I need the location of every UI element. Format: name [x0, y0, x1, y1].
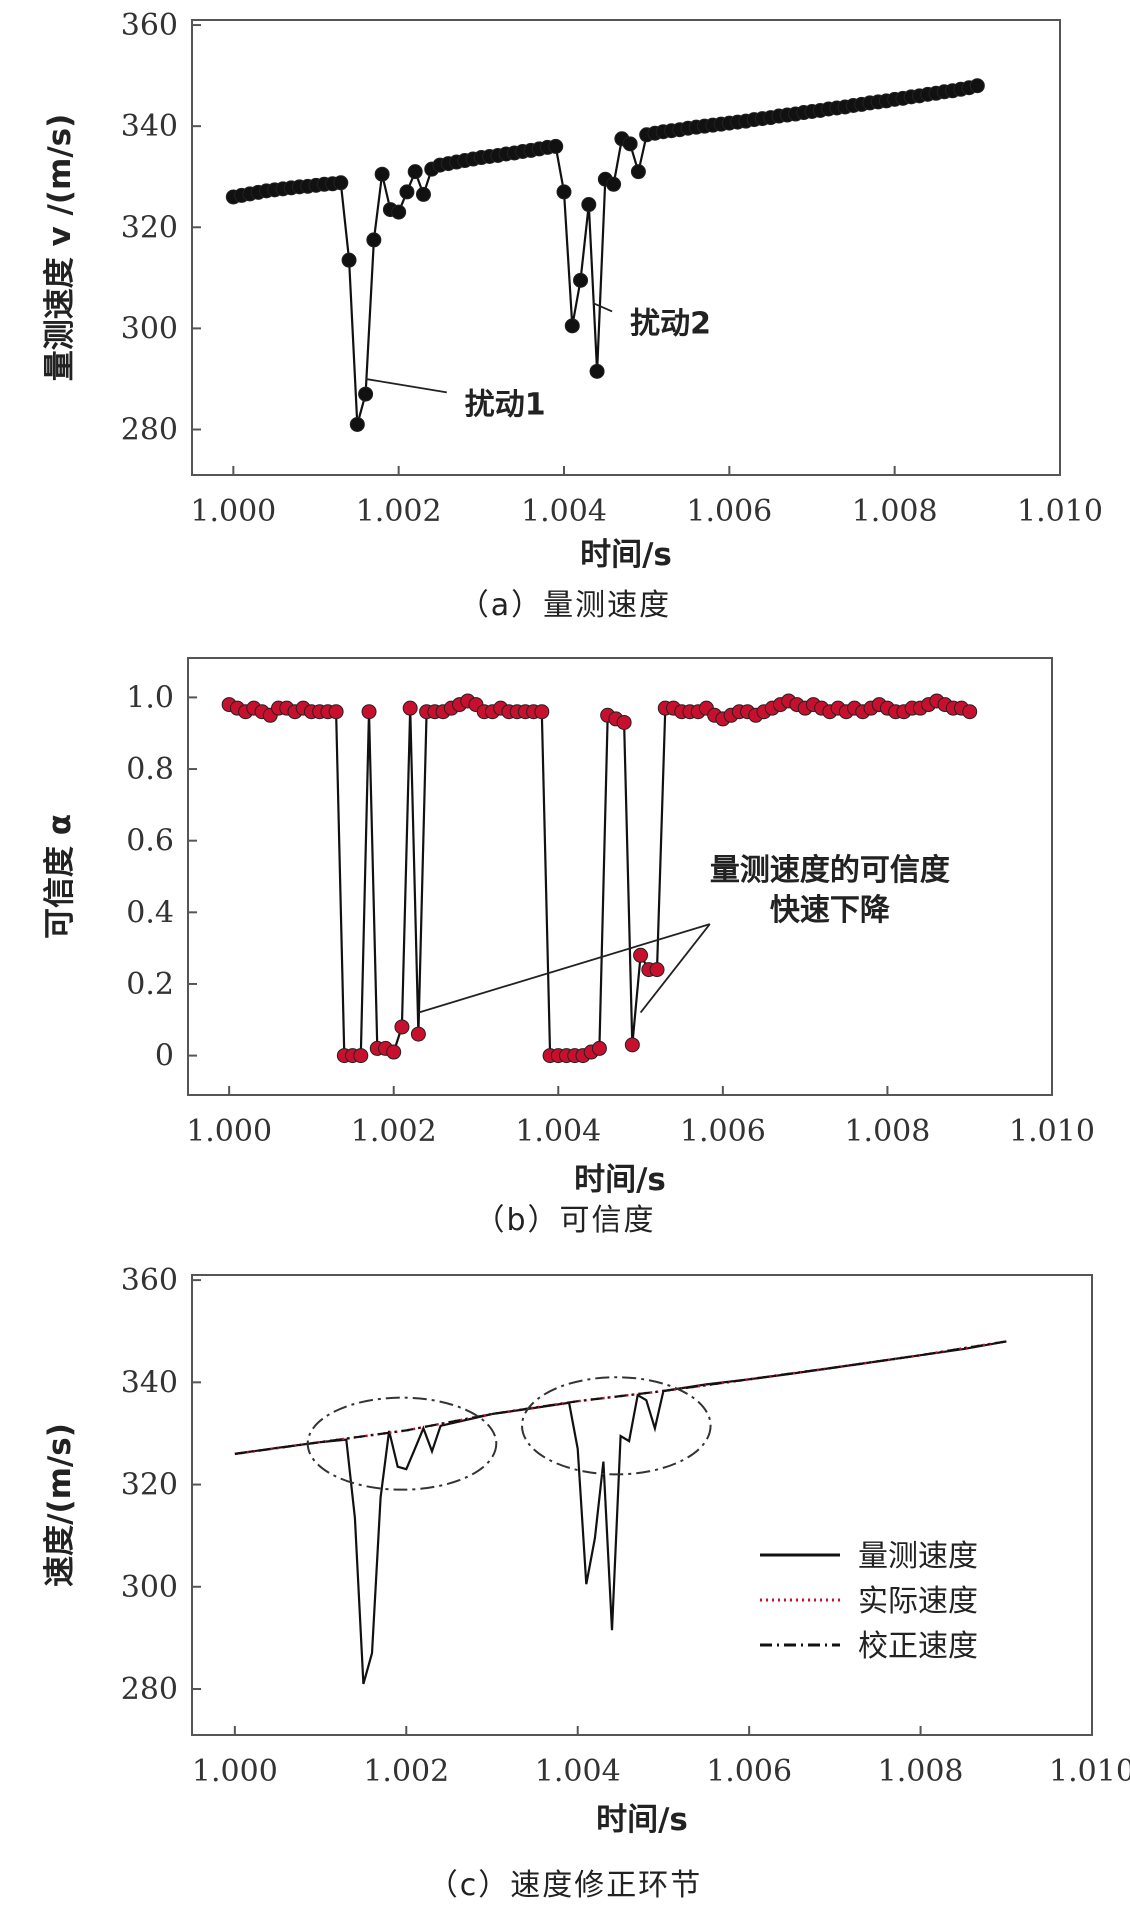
data-point: [573, 272, 589, 288]
legend-label: 校正速度: [858, 1629, 978, 1664]
x-tick-label: 1.000: [186, 1114, 272, 1149]
legend-label: 量测速度: [858, 1539, 978, 1574]
x-tick-label: 1.008: [852, 494, 938, 529]
annotation-label: 快速下降: [770, 893, 891, 928]
x-tick-label: 1.004: [515, 1114, 601, 1149]
chart-c-caption: （c）速度修正环节: [428, 1868, 703, 1903]
x-tick-label: 1.004: [521, 494, 607, 529]
y-tick-label: 320: [121, 1468, 178, 1503]
x-tick-label: 1.006: [686, 494, 772, 529]
annotation-leader: [418, 923, 711, 1014]
chart-c-frame: [191, 1274, 1093, 1736]
y-tick-label: 0.8: [126, 752, 174, 787]
x-tick-label: 1.010: [1009, 1114, 1095, 1149]
chart-a-xlabel: 时间/s: [580, 537, 672, 573]
data-point: [358, 386, 374, 402]
data-point: [633, 947, 649, 963]
y-tick-label: 0.6: [126, 824, 174, 859]
y-tick-label: 1.0: [126, 680, 174, 715]
data-point: [630, 164, 646, 180]
data-point: [361, 704, 377, 720]
y-tick-label: 280: [121, 413, 178, 448]
data-point: [333, 175, 349, 191]
y-tick-label: 0.2: [126, 967, 174, 1002]
series-line-1: [234, 1340, 1007, 1685]
data-point: [407, 164, 423, 180]
highlight-ellipse: [306, 1396, 498, 1491]
y-tick-label: 0: [155, 1039, 174, 1074]
annotation-label: 扰动1: [465, 387, 546, 422]
chart-a-caption: （a）量测速度: [459, 588, 671, 620]
x-tick-label: 1.008: [844, 1114, 930, 1149]
data-point: [402, 700, 418, 716]
chart-b-caption: （b）可信度: [474, 1203, 655, 1238]
chart-b-frame: [187, 657, 1053, 1096]
y-tick-label: 360: [121, 8, 178, 43]
annotation-leader: [639, 923, 711, 1014]
data-point: [624, 1037, 640, 1053]
data-point: [415, 186, 431, 202]
data-point: [962, 704, 978, 720]
data-point: [969, 78, 985, 94]
data-point: [616, 714, 632, 730]
chart-b-xlabel: 时间/s: [574, 1162, 666, 1198]
y-tick-label: 340: [121, 1365, 178, 1400]
x-tick-label: 1.002: [356, 494, 442, 529]
y-tick-label: 300: [121, 311, 178, 346]
highlight-ellipse: [521, 1376, 712, 1476]
y-tick-label: 340: [121, 109, 178, 144]
annotation-leader: [365, 378, 447, 394]
chart-c-xlabel: 时间/s: [596, 1802, 688, 1838]
x-tick-label: 1.002: [363, 1754, 449, 1789]
annotation-leader: [592, 302, 613, 313]
data-point: [394, 1019, 410, 1035]
data-point: [353, 1048, 369, 1064]
data-point: [391, 204, 407, 220]
x-tick-label: 1.006: [706, 1754, 792, 1789]
data-point: [548, 138, 564, 154]
x-tick-label: 1.002: [351, 1114, 437, 1149]
x-tick-label: 1.004: [535, 1754, 621, 1789]
chart-c-ylabel: 速度/(m/s): [42, 1423, 78, 1587]
data-point: [349, 416, 365, 432]
x-tick-label: 1.006: [680, 1114, 766, 1149]
data-point: [366, 232, 382, 248]
data-point: [622, 136, 638, 152]
legend-label: 实际速度: [858, 1584, 978, 1619]
chart-b-ylabel: 可信度 α: [42, 814, 78, 939]
x-tick-label: 1.010: [1049, 1754, 1130, 1789]
data-point: [581, 197, 597, 213]
x-tick-label: 1.000: [192, 1754, 278, 1789]
y-tick-label: 320: [121, 210, 178, 245]
data-point: [328, 704, 344, 720]
data-point: [374, 166, 390, 182]
x-tick-label: 1.010: [1017, 494, 1103, 529]
chart-a-frame: [191, 19, 1061, 476]
y-tick-label: 0.4: [126, 895, 174, 930]
x-tick-label: 1.000: [190, 494, 276, 529]
data-point: [399, 184, 415, 200]
y-tick-label: 280: [121, 1672, 178, 1707]
chart-c-speed-correction: 1.000 1.002 1.004 1.006 1.008 1.010 280 300 320 3…: [42, 1263, 1130, 1903]
data-point: [649, 962, 665, 978]
y-tick-label: 300: [121, 1570, 178, 1605]
data-point: [386, 1044, 402, 1060]
series-line-3: [234, 1340, 1007, 1455]
annotation-label: 扰动2: [630, 306, 711, 341]
data-point: [564, 318, 580, 334]
data-point: [410, 1026, 426, 1042]
data-point: [589, 363, 605, 379]
chart-a-ylabel: 量测速度 v /(m/s): [42, 114, 78, 382]
x-tick-label: 1.008: [878, 1754, 964, 1789]
data-point: [534, 704, 550, 720]
annotation-label: 量测速度的可信度: [710, 853, 950, 888]
data-point: [341, 252, 357, 268]
chart-a-measured-speed: 扰动1 扰动2 1.000 1.002 1.004 1.006 1.008 1.010 280…: [42, 8, 1103, 620]
y-tick-label: 360: [121, 1263, 178, 1298]
data-point: [556, 184, 572, 200]
data-point: [591, 1040, 607, 1056]
data-point: [606, 176, 622, 192]
